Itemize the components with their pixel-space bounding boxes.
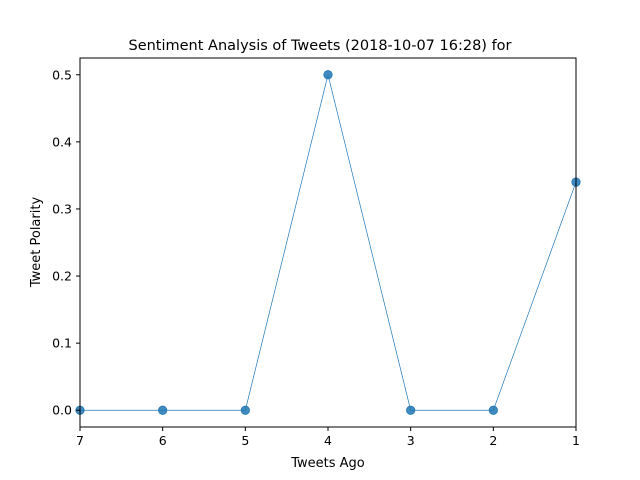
y-tick-label: 0.1 (52, 336, 72, 351)
y-axis: 0.0 0.1 0.2 0.3 0.4 0.5 (52, 67, 80, 418)
series-layer (75, 70, 581, 415)
y-axis-label: Tweet Polarity (29, 197, 44, 289)
chart-title: Sentiment Analysis of Tweets (2018-10-07… (128, 38, 511, 54)
x-tick-label: 2 (489, 433, 497, 448)
y-tick-label: 0.0 (52, 403, 72, 418)
y-tick-label: 0.4 (52, 134, 72, 149)
x-tick-label: 1 (572, 433, 580, 448)
y-tick-label: 0.3 (52, 201, 72, 216)
x-tick-label: 3 (407, 433, 415, 448)
x-tick-label: 4 (324, 433, 332, 448)
data-point (158, 405, 168, 415)
x-tick-label: 5 (241, 433, 249, 448)
x-tick-label: 7 (76, 433, 84, 448)
y-tick-label: 0.5 (52, 67, 72, 82)
series-line (80, 74, 577, 411)
x-axis: 7 6 5 4 3 2 1 (76, 427, 580, 448)
data-point (323, 70, 333, 80)
x-tick-label: 6 (159, 433, 167, 448)
y-tick-label: 0.2 (52, 269, 72, 284)
axes-frame (79, 57, 577, 428)
data-point (406, 405, 416, 415)
plot-area (75, 57, 581, 428)
data-point (488, 405, 498, 415)
x-axis-label: Tweets Ago (290, 456, 365, 471)
data-point (240, 405, 250, 415)
